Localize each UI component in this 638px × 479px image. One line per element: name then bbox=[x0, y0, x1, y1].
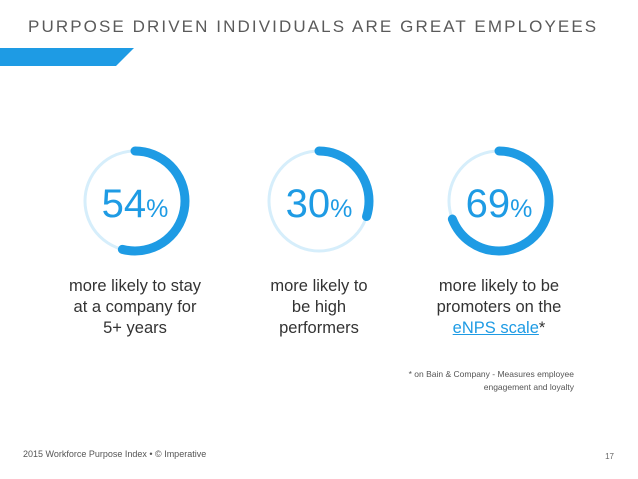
source-credit: 2015 Workforce Purpose Index • © Imperat… bbox=[23, 449, 207, 459]
stat-card-performers: 30% bbox=[234, 144, 404, 262]
footnote-line: * on Bain & Company - Measures employee bbox=[408, 369, 574, 379]
footnote: * on Bain & Company - Measures employee … bbox=[362, 368, 574, 394]
stat-unit: % bbox=[330, 195, 353, 223]
stat-unit: % bbox=[510, 195, 533, 223]
progress-ring bbox=[264, 146, 374, 256]
stat-value: 30 bbox=[285, 182, 331, 226]
accent-bar bbox=[0, 48, 134, 66]
stat-percentage: 69% bbox=[414, 182, 584, 227]
ring-progress bbox=[80, 146, 190, 256]
caption-line: at a company for bbox=[73, 298, 197, 316]
footnote-line: engagement and loyalty bbox=[483, 382, 574, 392]
progress-ring bbox=[444, 146, 554, 256]
stat-unit: % bbox=[146, 195, 169, 223]
caption-line: more likely to bbox=[270, 277, 368, 295]
ring-progress bbox=[264, 146, 374, 256]
caption-line: promoters on the bbox=[436, 298, 562, 316]
caption-asterisk: * bbox=[538, 319, 546, 337]
stat-card-stay: 54% bbox=[50, 144, 220, 262]
caption-line-link: eNPS scale* bbox=[414, 318, 584, 339]
stat-caption-promoters: more likely to be promoters on the eNPS … bbox=[414, 276, 584, 339]
caption-line: more likely to be bbox=[438, 277, 560, 295]
enps-scale-link[interactable]: eNPS scale bbox=[452, 319, 539, 337]
caption-line: be high bbox=[291, 298, 347, 316]
stat-card-promoters: 69% bbox=[414, 144, 584, 262]
stat-percentage: 30% bbox=[234, 182, 404, 227]
caption-line: performers bbox=[279, 319, 359, 337]
page-number: 17 bbox=[605, 452, 614, 461]
stat-value: 54 bbox=[101, 182, 147, 226]
caption-line: more likely to stay bbox=[68, 277, 202, 295]
stat-value: 69 bbox=[465, 182, 511, 226]
ring-progress bbox=[444, 146, 554, 256]
caption-line: 5+ years bbox=[103, 319, 167, 337]
stat-caption-performers: more likely to be high performers bbox=[234, 276, 404, 339]
stat-caption-stay: more likely to stay at a company for 5+ … bbox=[50, 276, 220, 339]
progress-ring bbox=[80, 146, 190, 256]
slide-title: PURPOSE DRIVEN INDIVIDUALS ARE GREAT EMP… bbox=[28, 17, 599, 36]
stat-percentage: 54% bbox=[50, 182, 220, 227]
